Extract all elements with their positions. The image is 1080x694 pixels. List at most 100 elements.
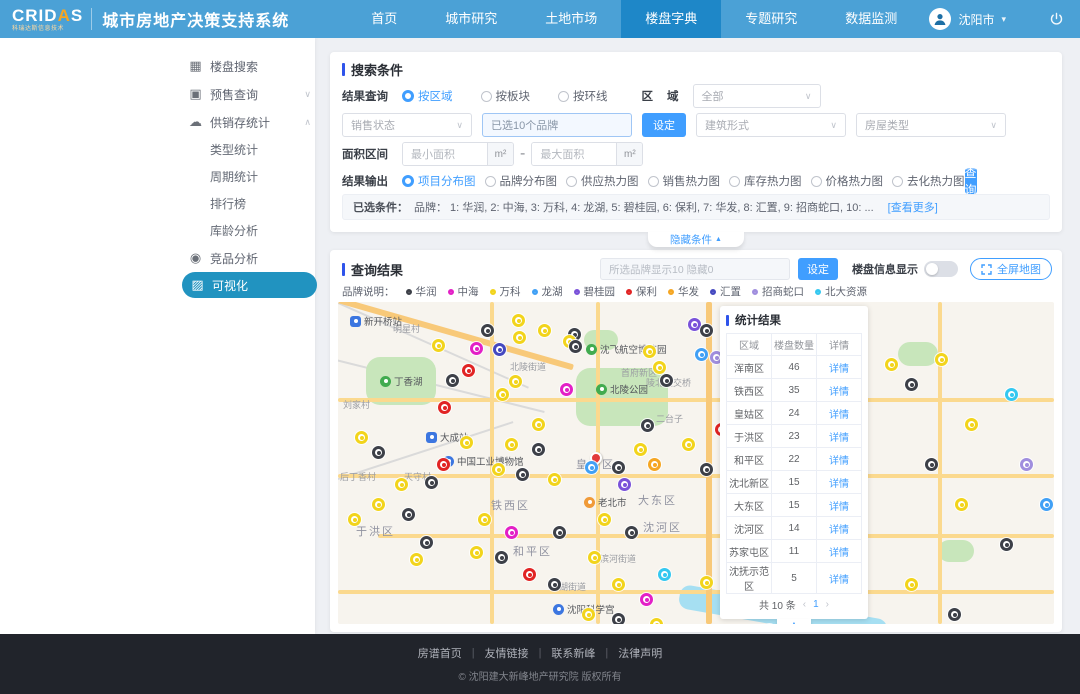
map-marker-中海[interactable]	[505, 526, 518, 539]
radio-品牌分布图[interactable]: 品牌分布图	[484, 173, 557, 189]
detail-link[interactable]: 详情	[816, 378, 862, 402]
map-marker-北大资源[interactable]	[1005, 388, 1018, 401]
detail-link[interactable]: 详情	[816, 562, 862, 594]
map-marker-万科[interactable]	[643, 345, 656, 358]
map-marker-华润[interactable]	[700, 463, 713, 476]
map-marker-汇置[interactable]	[493, 343, 506, 356]
map-marker-华润[interactable]	[905, 378, 918, 391]
radio-库存热力图[interactable]: 库存热力图	[729, 173, 802, 189]
map-marker-万科[interactable]	[955, 498, 968, 511]
user-avatar-icon[interactable]	[929, 8, 952, 30]
map-marker-中海[interactable]	[470, 342, 483, 355]
nav-item-5[interactable]: 数据监测	[845, 11, 898, 26]
map-marker-万科[interactable]	[905, 578, 918, 591]
map-marker-万科[interactable]	[548, 473, 561, 486]
building-form-select[interactable]: 建筑形式 ∨	[696, 113, 846, 137]
map-marker-万科[interactable]	[582, 608, 595, 621]
map-marker-万科[interactable]	[372, 498, 385, 511]
map-marker-华润[interactable]	[612, 461, 625, 474]
brand-count-input[interactable]: 已选10个品牌	[482, 113, 632, 137]
sidebar-item-6[interactable]: 库龄分析	[210, 224, 259, 238]
set-button[interactable]: 设定	[798, 258, 838, 280]
map-marker-万科[interactable]	[496, 388, 509, 401]
chevron-down-icon[interactable]: ▾	[1001, 13, 1006, 24]
sidebar-item-5[interactable]: 排行榜	[210, 197, 247, 211]
footer-link-0[interactable]: 房谱首页	[417, 648, 462, 660]
map-marker-万科[interactable]	[935, 353, 948, 366]
map-marker-华润[interactable]	[495, 551, 508, 564]
map-marker-保利[interactable]	[462, 364, 475, 377]
detail-link[interactable]: 详情	[816, 424, 862, 448]
map-marker-华润[interactable]	[402, 508, 415, 521]
map-marker-华润[interactable]	[553, 526, 566, 539]
nav-item-3[interactable]: 楼盘字典	[621, 0, 722, 38]
detail-link[interactable]: 详情	[816, 447, 862, 471]
detail-link[interactable]: 详情	[816, 539, 862, 563]
map-marker-华润[interactable]	[625, 526, 638, 539]
map-canvas[interactable]: 皇姑区铁西区大东区沈河区和平区于洪区明星村刘家村后丁香村天守村北陵街道二台子首府…	[338, 302, 1054, 624]
map-marker-招商蛇口[interactable]	[1020, 458, 1033, 471]
nav-item-0[interactable]: 首页	[371, 11, 398, 26]
map-marker-万科[interactable]	[348, 513, 361, 526]
radio-按环线[interactable]: 按环线	[558, 88, 608, 104]
detail-link[interactable]: 详情	[816, 355, 862, 379]
stats-collapse-tab[interactable]: ▲	[777, 619, 811, 624]
map-marker-万科[interactable]	[965, 418, 978, 431]
footer-link-3[interactable]: 法律声明	[618, 648, 663, 660]
map-marker-万科[interactable]	[478, 513, 491, 526]
map-marker-万科[interactable]	[598, 513, 611, 526]
sidebar-item-4[interactable]: 周期统计	[210, 170, 259, 184]
map-marker-万科[interactable]	[538, 324, 551, 337]
map-marker-华润[interactable]	[548, 578, 561, 591]
sidebar-item-7[interactable]: ◉ 竞品分析	[189, 250, 259, 266]
map-marker-万科[interactable]	[653, 361, 666, 374]
map-marker-万科[interactable]	[682, 438, 695, 451]
map-marker-万科[interactable]	[410, 553, 423, 566]
map-marker-华润[interactable]	[700, 324, 713, 337]
map-marker-华润[interactable]	[1000, 538, 1013, 551]
radio-按板块[interactable]: 按板块	[480, 88, 530, 104]
map-marker-万科[interactable]	[532, 418, 545, 431]
map-marker-碧桂园[interactable]	[618, 478, 631, 491]
map-marker-万科[interactable]	[492, 463, 505, 476]
map-marker-华润[interactable]	[948, 608, 961, 621]
map-marker-华润[interactable]	[425, 476, 438, 489]
sidebar-item-1[interactable]: ▣ 预售查询 ∨	[189, 86, 311, 102]
map-marker-华润[interactable]	[569, 340, 582, 353]
nav-item-1[interactable]: 城市研究	[445, 11, 498, 26]
info-display-toggle[interactable]	[924, 261, 958, 277]
radio-供应热力图[interactable]: 供应热力图	[566, 173, 639, 189]
map-marker-万科[interactable]	[460, 436, 473, 449]
footer-link-2[interactable]: 联系新峰	[551, 648, 596, 660]
map-marker-中海[interactable]	[640, 593, 653, 606]
sidebar-item-3[interactable]: 类型统计	[210, 143, 259, 157]
detail-link[interactable]: 详情	[816, 493, 862, 517]
map-marker-万科[interactable]	[505, 438, 518, 451]
sidebar-item-2[interactable]: ☁ 供销存统计 ∧	[189, 114, 311, 130]
radio-销售热力图[interactable]: 销售热力图	[647, 173, 720, 189]
map-marker-龙湖[interactable]	[585, 461, 598, 474]
sale-status-select[interactable]: 销售状态 ∨	[342, 113, 472, 137]
hide-conditions-tab[interactable]: 隐藏条件 ▲	[648, 232, 744, 247]
map-marker-万科[interactable]	[588, 551, 601, 564]
sidebar-item-8[interactable]: ▨ 可视化	[182, 272, 317, 298]
map-marker-华润[interactable]	[372, 446, 385, 459]
map-marker-碧桂园[interactable]	[688, 318, 701, 331]
page-number[interactable]: 1	[813, 599, 819, 610]
map-marker-万科[interactable]	[612, 578, 625, 591]
house-type-select[interactable]: 房屋类型 ∨	[856, 113, 1006, 137]
view-more-link[interactable]: [查看更多]	[887, 202, 938, 214]
map-marker-华润[interactable]	[532, 443, 545, 456]
map-marker-龙湖[interactable]	[1040, 498, 1053, 511]
set-button[interactable]: 设定	[642, 113, 686, 137]
map-marker-万科[interactable]	[512, 314, 525, 327]
detail-link[interactable]: 详情	[816, 470, 862, 494]
map-marker-华润[interactable]	[481, 324, 494, 337]
map-marker-华润[interactable]	[516, 468, 529, 481]
radio-项目分布图[interactable]: 项目分布图	[402, 173, 476, 189]
map-marker-华发[interactable]	[648, 458, 661, 471]
logout-power-icon[interactable]	[1049, 12, 1064, 27]
map-marker-保利[interactable]	[438, 401, 451, 414]
map-marker-保利[interactable]	[437, 458, 450, 471]
district-select[interactable]: 全部 ∨	[692, 84, 821, 108]
